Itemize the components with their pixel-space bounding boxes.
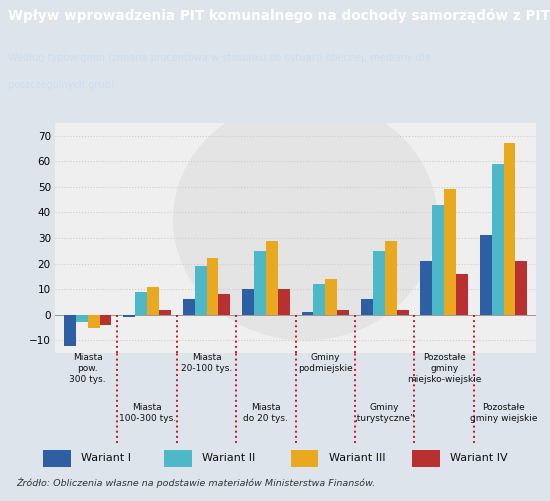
- Bar: [326, 279, 337, 315]
- Bar: [206, 259, 218, 315]
- Bar: [242, 289, 254, 315]
- Bar: [314, 284, 326, 315]
- Bar: [373, 251, 385, 315]
- Bar: [480, 235, 492, 315]
- Bar: [444, 189, 456, 315]
- Text: Wariant IV: Wariant IV: [450, 453, 508, 463]
- Bar: [278, 289, 290, 315]
- Text: Według typów gmin (zmiana procentowa w stosunku do sytuacji obecnej, mediany dla: Według typów gmin (zmiana procentowa w s…: [8, 53, 431, 64]
- Bar: [290, 450, 318, 467]
- Text: Wpływ wprowadzenia PIT komunalnego na dochody samorządów z PIT: Wpływ wprowadzenia PIT komunalnego na do…: [8, 9, 550, 24]
- Bar: [87, 315, 100, 328]
- Text: Źródło: Obliczenia własne na podstawie materiałów Ministerstwa Finansów.: Źródło: Obliczenia własne na podstawie m…: [16, 477, 376, 487]
- Bar: [504, 143, 515, 315]
- Bar: [456, 274, 468, 315]
- Bar: [397, 310, 409, 315]
- Text: poszczególnych grup).: poszczególnych grup).: [8, 79, 118, 90]
- Bar: [147, 287, 159, 315]
- Bar: [337, 310, 349, 315]
- Bar: [254, 251, 266, 315]
- Text: Pozostałe
gminy
miejsko-wiejskie: Pozostałe gminy miejsko-wiejskie: [407, 353, 481, 384]
- Bar: [43, 450, 70, 467]
- Bar: [159, 310, 171, 315]
- Bar: [412, 450, 440, 467]
- Bar: [432, 205, 444, 315]
- Text: Pozostałe
gminy wiejskie: Pozostałe gminy wiejskie: [470, 403, 537, 423]
- Bar: [183, 300, 195, 315]
- Bar: [195, 266, 206, 315]
- Bar: [135, 292, 147, 315]
- Bar: [515, 261, 527, 315]
- Text: Wariant II: Wariant II: [202, 453, 255, 463]
- Bar: [420, 261, 432, 315]
- Bar: [100, 315, 112, 325]
- Text: Gminy
‚turystyczne”: Gminy ‚turystyczne”: [354, 403, 415, 423]
- Text: Wariant III: Wariant III: [328, 453, 385, 463]
- Bar: [164, 450, 192, 467]
- Text: Miasta
100-300 tys.: Miasta 100-300 tys.: [119, 403, 175, 423]
- Text: Gminy
podmiejskie: Gminy podmiejskie: [298, 353, 353, 373]
- Text: Miasta
20-100 tys.: Miasta 20-100 tys.: [181, 353, 232, 373]
- Text: Miasta
pow.
300 tys.: Miasta pow. 300 tys.: [69, 353, 106, 384]
- Bar: [64, 315, 76, 346]
- Text: Miasta
do 20 tys.: Miasta do 20 tys.: [244, 403, 288, 423]
- Bar: [266, 240, 278, 315]
- Text: Wariant I: Wariant I: [81, 453, 131, 463]
- Ellipse shape: [173, 99, 438, 341]
- Bar: [385, 240, 397, 315]
- Bar: [492, 164, 504, 315]
- Bar: [301, 312, 314, 315]
- Bar: [218, 294, 230, 315]
- Bar: [76, 315, 87, 323]
- Bar: [361, 300, 373, 315]
- Bar: [123, 315, 135, 317]
